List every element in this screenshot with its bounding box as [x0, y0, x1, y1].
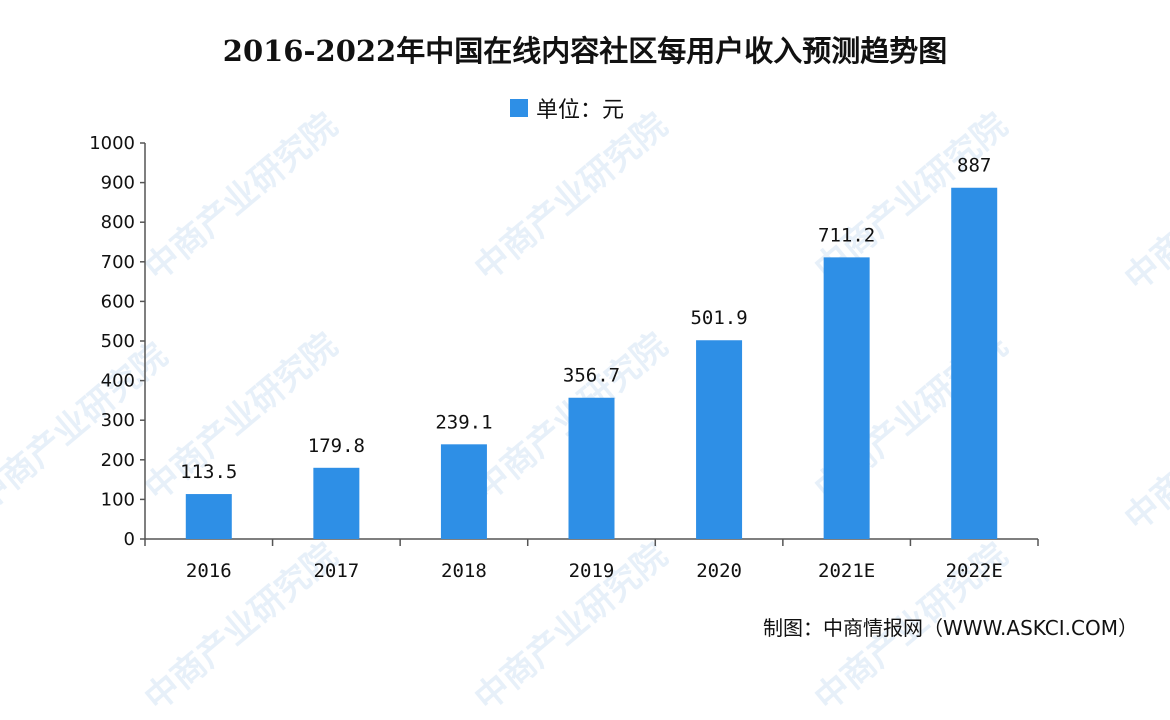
legend: 单位：元: [510, 92, 624, 124]
x-tick-label: 2016: [186, 560, 232, 582]
y-tick-label: 700: [101, 252, 135, 273]
x-tick-label: 2021E: [818, 560, 875, 582]
bar: [823, 257, 870, 539]
x-tick-label: 2022E: [946, 560, 1003, 582]
data-label: 711.2: [818, 224, 875, 246]
x-tick-label: 2018: [441, 560, 487, 582]
y-tick-label: 200: [101, 450, 135, 471]
bar: [951, 187, 998, 540]
y-tick-label: 400: [101, 371, 135, 392]
y-tick-label: 600: [101, 291, 135, 312]
y-tick-label: 300: [101, 410, 135, 431]
chart-title: 2016-2022年中国在线内容社区每用户收入预测趋势图: [222, 34, 948, 68]
source-note: 制图：中商情报网（WWW.ASKCI.COM）: [763, 616, 1138, 640]
y-tick-label: 100: [101, 489, 135, 510]
legend-label: 单位：元: [536, 98, 625, 123]
bar: [568, 397, 615, 539]
x-tick-label: 2020: [696, 560, 742, 582]
x-tick-label: 2017: [313, 560, 359, 582]
y-tick-label: 500: [101, 331, 135, 352]
bar-chart: 0 100 200 300 400 500 600 700 800 900 1000 113.5 201…: [89, 133, 1039, 582]
bar: [185, 494, 232, 539]
data-label: 356.7: [563, 365, 620, 387]
data-label: 179.8: [308, 435, 365, 457]
x-tick-label: 2019: [569, 560, 615, 582]
bar: [696, 340, 743, 539]
data-label: 113.5: [180, 461, 237, 483]
data-label: 887: [957, 155, 991, 177]
y-tick-label: 800: [101, 212, 135, 233]
legend-swatch: [510, 99, 528, 117]
y-tick-label: 0: [124, 529, 135, 550]
bar: [313, 467, 360, 539]
y-tick-label: 1000: [89, 133, 135, 154]
y-tick-label: 900: [101, 173, 135, 194]
data-label: 501.9: [690, 307, 747, 329]
bar: [440, 444, 487, 539]
data-label: 239.1: [435, 411, 492, 433]
